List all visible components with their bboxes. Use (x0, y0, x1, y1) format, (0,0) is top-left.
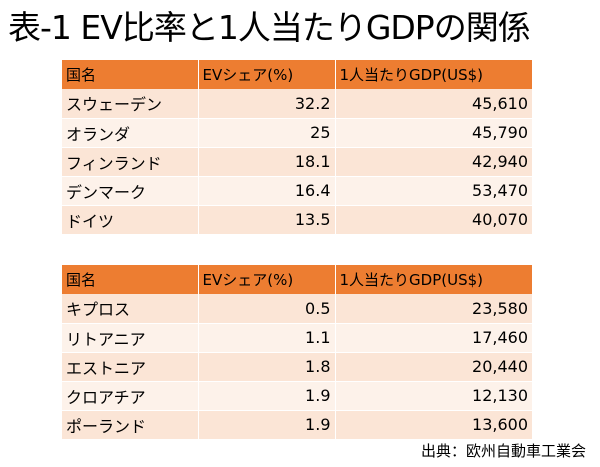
table-row: オランダ 25 45,790 (62, 118, 532, 148)
table-row: ポーランド 1.9 13,600 (62, 410, 532, 440)
header-gdp: 1人当たりGDP(US$) (335, 60, 532, 89)
country-cell: スウェーデン (62, 89, 199, 119)
ev-share-cell: 1.9 (198, 381, 336, 411)
country-cell: クロアチア (62, 381, 199, 411)
source-note: 出典：欧州自動車工業会 (420, 442, 586, 460)
gdp-cell: 13,600 (335, 410, 532, 440)
gdp-cell: 45,790 (335, 118, 532, 148)
table-row: フィンランド 18.1 42,940 (62, 147, 532, 177)
ev-share-cell: 0.5 (198, 294, 336, 324)
table-row: ドイツ 13.5 40,070 (62, 205, 532, 235)
country-cell: フィンランド (62, 147, 199, 177)
ev-share-cell: 1.1 (198, 323, 336, 353)
gdp-cell: 20,440 (335, 352, 532, 382)
ev-share-cell: 18.1 (198, 147, 336, 177)
gdp-cell: 23,580 (335, 294, 532, 324)
gdp-cell: 17,460 (335, 323, 532, 353)
ev-share-cell: 1.9 (198, 410, 336, 440)
header-ev-share: EVシェア(%) (198, 60, 336, 89)
ev-gdp-table-low: 国名 EVシェア(%) 1人当たりGDP(US$) キプロス 0.5 23,58… (62, 265, 532, 440)
page-title: 表-1 EV比率と1人当たりGDPの関係 (8, 8, 531, 47)
gdp-cell: 12,130 (335, 381, 532, 411)
ev-share-cell: 32.2 (198, 89, 336, 119)
gdp-cell: 53,470 (335, 176, 532, 206)
table-row: デンマーク 16.4 53,470 (62, 176, 532, 206)
ev-gdp-table-high: 国名 EVシェア(%) 1人当たりGDP(US$) スウェーデン 32.2 45… (62, 60, 532, 235)
table-header-row: 国名 EVシェア(%) 1人当たりGDP(US$) (62, 60, 532, 89)
ev-share-cell: 16.4 (198, 176, 336, 206)
country-cell: キプロス (62, 294, 199, 324)
table-row: キプロス 0.5 23,580 (62, 294, 532, 324)
country-cell: リトアニア (62, 323, 199, 353)
country-cell: エストニア (62, 352, 199, 382)
gdp-cell: 45,610 (335, 89, 532, 119)
country-cell: ポーランド (62, 410, 199, 440)
table-header-row: 国名 EVシェア(%) 1人当たりGDP(US$) (62, 265, 532, 294)
country-cell: デンマーク (62, 176, 199, 206)
gdp-cell: 40,070 (335, 205, 532, 235)
header-country: 国名 (62, 60, 199, 89)
header-country: 国名 (62, 265, 199, 294)
table-row: クロアチア 1.9 12,130 (62, 381, 532, 411)
header-ev-share: EVシェア(%) (198, 265, 336, 294)
ev-share-cell: 1.8 (198, 352, 336, 382)
ev-share-cell: 25 (198, 118, 336, 148)
table-row: スウェーデン 32.2 45,610 (62, 89, 532, 119)
country-cell: ドイツ (62, 205, 199, 235)
header-gdp: 1人当たりGDP(US$) (335, 265, 532, 294)
ev-share-cell: 13.5 (198, 205, 336, 235)
gdp-cell: 42,940 (335, 147, 532, 177)
table-row: エストニア 1.8 20,440 (62, 352, 532, 382)
country-cell: オランダ (62, 118, 199, 148)
table-row: リトアニア 1.1 17,460 (62, 323, 532, 353)
